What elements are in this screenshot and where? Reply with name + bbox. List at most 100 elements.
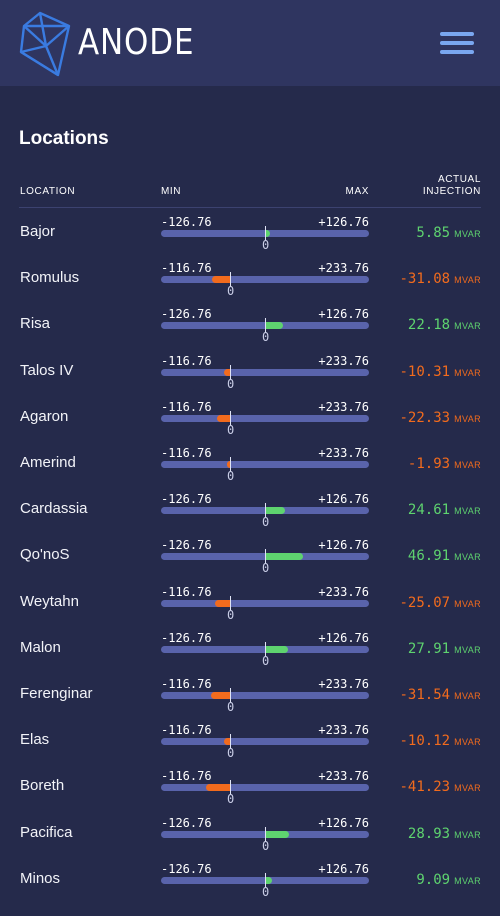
zero-label: 0 [227, 700, 235, 714]
injection-range-bar [161, 503, 369, 519]
injection-range-bar [161, 272, 369, 288]
injection-range-bar [161, 641, 369, 657]
zero-marker [230, 734, 231, 750]
injection-range-bar [161, 457, 369, 472]
actual-injection: -31.54 MVAR [399, 687, 481, 704]
injection-fill [211, 692, 230, 699]
min-value: -116.76 [161, 769, 212, 784]
injection-fill [265, 230, 270, 237]
min-value: -126.76 [161, 307, 212, 322]
location-name: Risa [20, 315, 51, 333]
location-name: Bajor [20, 223, 56, 240]
max-value: +233.76 [318, 723, 369, 738]
table-row[interactable]: Cardassia -126.76 +126.76 0 24.61 MVAR [0, 492, 500, 538]
actual-injection-value: -31.54 [399, 687, 451, 703]
actual-injection-value: 28.93 [407, 825, 451, 842]
injection-fill [265, 876, 272, 884]
unit-label: MVAR [454, 460, 481, 470]
min-value: -126.76 [161, 215, 212, 229]
table-row[interactable]: Romulus -116.76 +233.76 0 -31.08 MVAR [0, 261, 500, 307]
actual-injection: 24.61 MVAR [408, 502, 481, 519]
injection-fill [265, 645, 288, 653]
column-header-actual-injection: ACTUAL INJECTION [423, 174, 481, 198]
min-value: -116.76 [161, 584, 212, 599]
header-divider [19, 207, 481, 208]
actual-injection: -1.93 MVAR [408, 456, 481, 473]
unit-label: MVAR [454, 413, 481, 424]
unit-label: MVAR [454, 275, 481, 286]
zero-marker [230, 410, 231, 426]
hamburger-menu-icon[interactable] [436, 28, 478, 58]
location-name: Malon [20, 638, 61, 656]
zero-label: 0 [262, 238, 270, 252]
injection-fill [224, 738, 230, 746]
zero-marker [230, 688, 231, 703]
actual-injection-value: -10.31 [399, 363, 451, 380]
actual-injection: -10.12 MVAR [399, 733, 481, 750]
injection-fill [265, 507, 285, 515]
min-value: -116.76 [161, 261, 212, 276]
table-row[interactable]: Talos IV -116.76 +233.76 0 -10.31 MVAR [0, 354, 500, 400]
zero-label: 0 [262, 838, 270, 853]
max-value: +126.76 [318, 861, 369, 876]
min-value: -126.76 [161, 492, 212, 507]
injection-range-bar [161, 734, 369, 750]
unit-label: MVAR [454, 552, 481, 563]
zero-label: 0 [227, 376, 235, 391]
max-value: +126.76 [318, 492, 369, 507]
actual-injection: 5.85 MVAR [416, 225, 481, 242]
table-row[interactable]: Risa -126.76 +126.76 0 22.18 MVAR [0, 307, 500, 353]
max-value: +233.76 [318, 399, 369, 414]
table-row[interactable]: Pacifica -126.76 +126.76 0 28.93 MVAR [0, 816, 500, 862]
actual-injection-value: -22.33 [399, 409, 451, 426]
column-header-location: LOCATION [20, 186, 76, 197]
zero-marker [265, 318, 266, 334]
table-row[interactable]: Boreth -116.76 +233.76 0 -41.23 MVAR [0, 769, 500, 815]
unit-label: MVAR [454, 367, 481, 378]
min-value: -126.76 [161, 538, 212, 553]
actual-injection-value: -10.12 [399, 733, 451, 750]
table-row[interactable]: Malon -126.76 +126.76 0 27.91 MVAR [0, 631, 500, 677]
injection-range-bar [161, 318, 369, 334]
zero-marker [265, 503, 266, 519]
zero-label: 0 [262, 515, 270, 530]
zero-marker [230, 780, 231, 796]
location-name: Elas [20, 731, 50, 749]
injection-fill [265, 322, 283, 330]
table-row[interactable]: Qo'noS -126.76 +126.76 0 46.91 MVAR [0, 538, 500, 584]
injection-range-bar [161, 226, 369, 241]
min-value: -126.76 [161, 630, 212, 645]
table-row[interactable]: Elas -116.76 +233.76 0 -10.12 MVAR [0, 723, 500, 769]
actual-injection-value: -31.08 [399, 271, 451, 288]
zero-label: 0 [227, 607, 235, 622]
unit-label: MVAR [454, 598, 481, 609]
injection-range-bar [161, 872, 369, 888]
injection-range-bar [161, 826, 369, 842]
injection-range-bar [161, 364, 369, 380]
table-row[interactable]: Agaron -116.76 +233.76 0 -22.33 MVAR [0, 400, 500, 446]
column-header-actual-line1: ACTUAL [437, 174, 481, 185]
table-row[interactable]: Minos -126.76 +126.76 0 9.09 MVAR [0, 862, 500, 908]
zero-label: 0 [227, 792, 235, 807]
actual-injection-value: -1.93 [407, 456, 451, 472]
zero-marker [265, 549, 266, 565]
min-value: -116.76 [161, 446, 212, 460]
table-row[interactable]: Bajor -126.76 +126.76 0 5.85 MVAR [0, 215, 500, 261]
actual-injection-value: 5.85 [416, 225, 451, 241]
unit-label: MVAR [454, 783, 481, 794]
zero-label: 0 [262, 561, 270, 576]
app-header: ANODE [0, 0, 500, 86]
max-value: +126.76 [318, 815, 369, 830]
injection-fill [212, 276, 230, 284]
table-row[interactable]: Ferenginar -116.76 +233.76 0 -31.54 MVAR [0, 677, 500, 723]
unit-label: MVAR [454, 829, 481, 840]
actual-injection-value: 22.18 [407, 317, 451, 334]
injection-range-bar [161, 549, 369, 565]
max-value: +126.76 [318, 538, 369, 553]
column-header-min: MIN [161, 186, 182, 197]
injection-fill [227, 461, 230, 468]
actual-injection: 27.91 MVAR [408, 641, 481, 658]
table-row[interactable]: Amerind -116.76 +233.76 0 -1.93 MVAR [0, 446, 500, 492]
location-name: Agaron [20, 407, 69, 425]
table-row[interactable]: Weytahn -116.76 +233.76 0 -25.07 MVAR [0, 585, 500, 631]
